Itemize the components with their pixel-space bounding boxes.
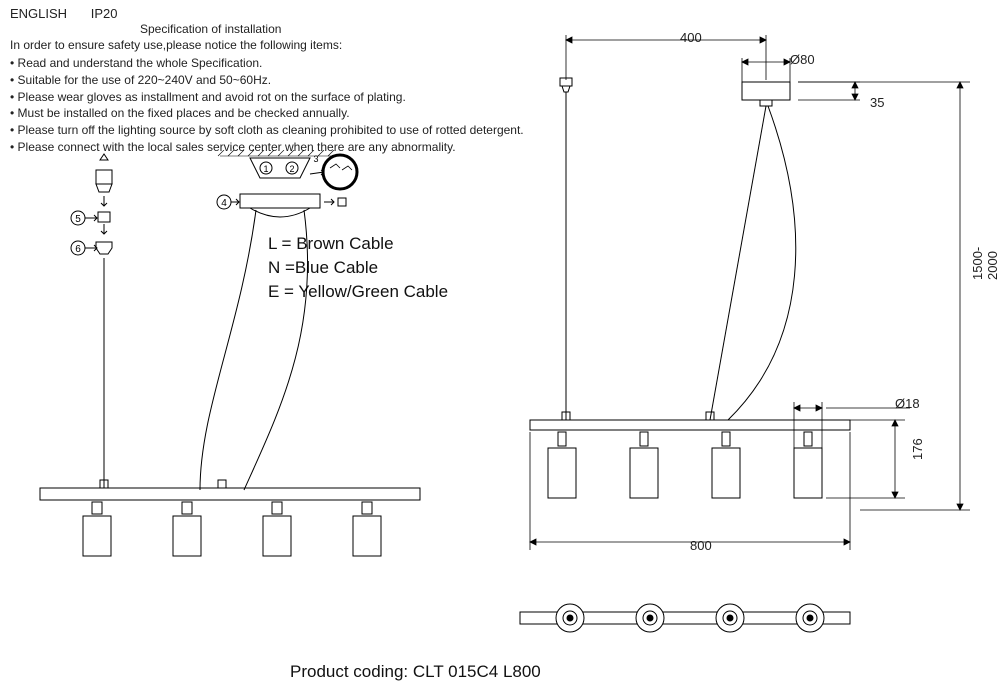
spec-title: Specification of installation xyxy=(140,22,281,36)
plan-view xyxy=(510,592,870,652)
spec-intro: In order to ensure safety use,please not… xyxy=(10,38,342,52)
install-diagram: 5 6 1 2 3 4 xyxy=(0,150,480,570)
spec-list: Read and understand the whole Specificat… xyxy=(10,55,524,156)
spec-item: Suitable for the use of 220~240V and 50~… xyxy=(10,72,524,89)
callout-2: 2 xyxy=(289,164,294,174)
callout-3: 3 xyxy=(313,154,318,164)
ip-rating: IP20 xyxy=(91,6,118,21)
header: ENGLISH IP20 xyxy=(10,6,117,21)
callout-1: 1 xyxy=(263,164,268,174)
product-coding: Product coding: CLT 015C4 L800 xyxy=(290,662,541,682)
callout-5: 5 xyxy=(75,214,81,225)
spec-item: Read and understand the whole Specificat… xyxy=(10,55,524,72)
language-label: ENGLISH xyxy=(10,6,67,21)
spec-item: Must be installed on the fixed places an… xyxy=(10,105,524,122)
spec-item: Please turn off the lighting source by s… xyxy=(10,122,524,139)
callout-4: 4 xyxy=(221,198,227,209)
tech-elevation xyxy=(510,20,990,580)
callout-6: 6 xyxy=(75,244,81,255)
spec-item: Please wear gloves as installment and av… xyxy=(10,89,524,106)
